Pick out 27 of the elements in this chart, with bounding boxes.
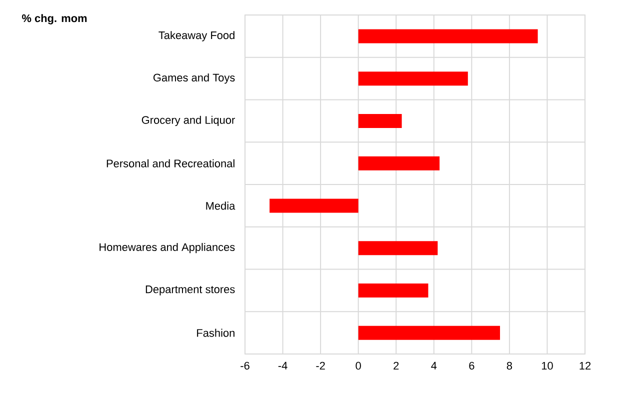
bar [358,283,428,298]
x-tick-label: 2 [394,362,399,370]
x-tick-label: 12 [580,362,591,370]
y-tick-label: Games and Toys [153,73,235,84]
bar [358,326,500,340]
bar [358,72,468,86]
y-tick-label: Homewares and Appliances [100,242,235,254]
x-tick-label: -2 [316,362,325,370]
x-tick-label: -6 [240,362,250,370]
bar [358,114,402,128]
y-tick-label: Personal and Recreational [106,159,234,168]
x-tick-label: 4 [431,362,437,370]
x-tick-label: 6 [469,362,474,370]
y-tick-label: Takeaway Food [158,31,234,42]
bar [358,29,538,44]
text: % chg. mom [22,14,87,24]
y-tick-label: Fashion [197,328,234,337]
y-tick-label: Media [206,202,236,210]
x-tick-label: 10 [542,362,553,370]
x-tick-label: 0 [356,362,361,370]
y-tick-label: Department stores [146,286,235,296]
x-tick-label: 8 [506,362,512,370]
y-tick-label: Grocery and Liquor [142,116,235,126]
bar [358,241,438,256]
bar [270,198,358,213]
x-tick-label: -4 [278,362,288,370]
bar [358,156,440,170]
